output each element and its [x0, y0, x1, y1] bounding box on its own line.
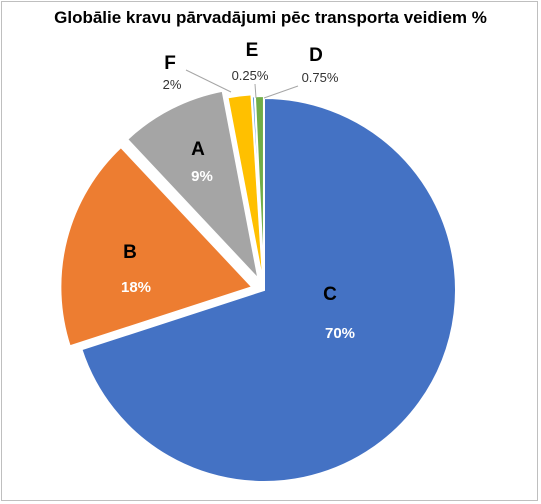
- slice-value-label-a: 9%: [191, 168, 213, 185]
- pie-slice-d: [253, 95, 265, 289]
- leader-line-e: [254, 83, 257, 99]
- slice-category-label-b: B: [123, 242, 137, 263]
- slice-category-label-e: E: [246, 40, 259, 61]
- leader-lines: [185, 69, 299, 99]
- pie-slices: [59, 89, 457, 483]
- leader-line-f: [185, 69, 232, 93]
- slice-category-label-c: C: [323, 284, 337, 305]
- pie-slice-a: [125, 89, 261, 283]
- slice-category-label-f: F: [164, 53, 176, 74]
- slice-category-label-a: A: [191, 139, 205, 160]
- slice-labels: C 70% B 18% A 9% F 2% E 0.25% D 0.75%: [121, 40, 355, 342]
- slice-value-label-b: 18%: [121, 279, 151, 296]
- pie-slice-c: [80, 96, 457, 483]
- slice-value-label-f: 2%: [163, 77, 182, 92]
- pie-slice-f: [226, 93, 265, 287]
- leader-line-d: [263, 85, 299, 99]
- chart-title: Globālie kravu pārvadājumi pēc transport…: [54, 8, 487, 27]
- slice-value-label-c: 70%: [325, 325, 355, 342]
- slice-value-label-e: 0.25%: [232, 68, 269, 83]
- slice-category-label-d: D: [309, 45, 323, 66]
- slice-value-label-d: 0.75%: [302, 70, 339, 85]
- pie-slice-b: [59, 145, 255, 348]
